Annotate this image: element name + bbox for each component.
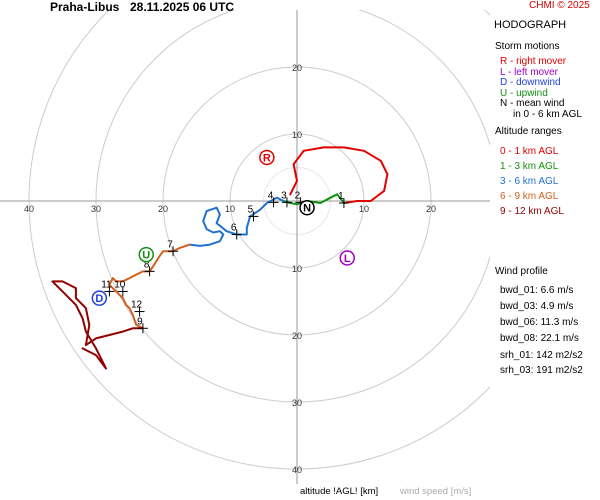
altitude-label-11: 11 [101, 279, 112, 290]
altitude-label-2: 2 [295, 190, 301, 201]
trace-3-6 [188, 196, 285, 247]
storm-label-U: U [142, 250, 150, 262]
legend.storm_items-item: in 0 - 6 km AGL [513, 108, 582, 120]
storm-marker-D [91, 290, 108, 306]
legend.alt_items-item: 6 - 9 km AGL [500, 191, 559, 202]
tick-right-20: 20 [426, 204, 436, 214]
altitude-label-5: 5 [248, 204, 254, 215]
legend-title: HODOGRAPH [494, 19, 567, 31]
datetime: 28.11.2025 06 UTC [130, 0, 235, 14]
legend.storm_items-item: R - right mover [500, 56, 567, 67]
tick-right-10: 10 [359, 204, 369, 214]
tick-bottom-20: 20 [292, 331, 302, 341]
storm-label-D: D [95, 293, 103, 305]
legend.wind_items-item: bwd_03: 4.9 m/s [500, 301, 574, 312]
altitude-label-8: 8 [144, 259, 150, 270]
altitude-axis-label: altitude !AGL! [km] [300, 486, 379, 497]
altitude-ranges-title: Altitude ranges [495, 126, 562, 137]
storm-motions-title: Storm motions [495, 41, 560, 52]
axes [0, 10, 490, 484]
legend.alt_items-item: 0 - 1 km AGL [500, 146, 559, 157]
tick-left-30: 30 [91, 204, 101, 214]
storm-marker-L [339, 250, 355, 266]
altitude-label-9: 9 [137, 316, 143, 327]
tick-top-10: 10 [292, 130, 302, 140]
tick-left-40: 40 [24, 204, 34, 214]
legend.alt_items-item: 1 - 3 km AGL [500, 161, 559, 172]
altitude-label-3: 3 [281, 190, 287, 201]
altitude-label-4: 4 [268, 190, 274, 201]
storm-marker-U [138, 246, 154, 263]
trace-9-12 [51, 280, 144, 370]
legend.wind_items-item: bwd_01: 6.6 m/s [500, 285, 574, 296]
altitude-label-10: 10 [114, 279, 126, 290]
legend.srh_items-item: srh_03: 191 m2/s2 [500, 365, 583, 376]
trace-6-9 [108, 243, 191, 330]
wind-profile-title: Wind profile [495, 266, 548, 277]
hodograph-traces [51, 146, 389, 370]
tick-bottom-30: 30 [292, 398, 302, 408]
legend.storm_items-item: N - mean wind [500, 98, 565, 109]
ring-tick-labels: 10 20 10 20 30 40 10 20 30 40 10 20 [24, 63, 436, 475]
storm-label-L: L [344, 253, 351, 265]
storm-label-R: R [263, 152, 271, 164]
station-name: Praha-Libus [50, 0, 120, 14]
tick-top-20: 20 [292, 63, 302, 73]
legend.alt_items-item: 3 - 6 km AGL [500, 176, 559, 187]
tick-left-20: 20 [158, 204, 168, 214]
speed-axis-label: wind speed [m/s] [400, 486, 472, 497]
storm-motion-markers: R L D U N [91, 149, 355, 306]
legend.storm_items-item: L - left mover [500, 66, 558, 78]
altitude-label-1: 1 [338, 191, 344, 202]
legend.storm_items-item: D - downwind [500, 77, 561, 88]
tick-bottom-40: 40 [292, 465, 302, 475]
legend.wind_items-item: bwd_06: 11.3 m/s [500, 317, 579, 328]
tick-left-10: 10 [225, 204, 235, 214]
altitude-label-6: 6 [231, 223, 237, 234]
storm-marker-N [299, 199, 315, 216]
copyright: CHMI © 2025 [529, 0, 590, 11]
storm-marker-R [259, 149, 275, 166]
trace-1-3 [282, 193, 345, 206]
legend.srh_items-item: srh_01: 142 m2/s2 [500, 350, 583, 361]
altitude-label-7: 7 [167, 239, 173, 250]
altitude-label-12: 12 [131, 300, 143, 311]
legend.storm_items-item: U - upwind [500, 87, 548, 99]
storm-label-N: N [303, 203, 311, 215]
legend.alt_items-item: 9 - 12 km AGL [500, 206, 564, 217]
tick-bottom-10: 10 [292, 264, 302, 274]
trace-0-1 [289, 146, 389, 204]
legend.wind_items-item: bwd_08: 22.1 m/s [500, 333, 579, 344]
